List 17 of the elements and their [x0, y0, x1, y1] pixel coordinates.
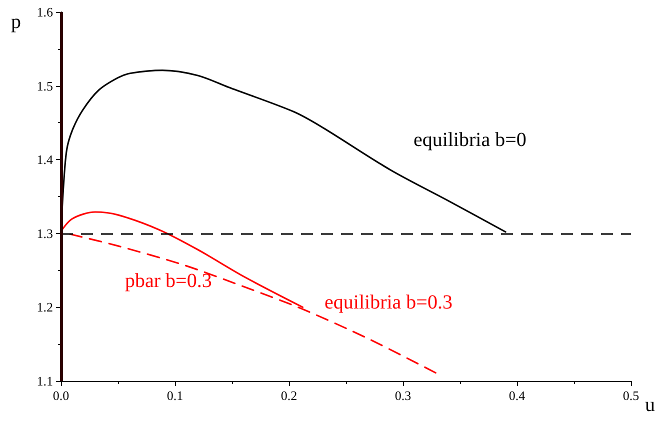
x-tick-label: 0.4	[508, 388, 526, 403]
y-tick-label: 1.2	[36, 300, 53, 315]
y-tick-label: 1.1	[36, 374, 53, 388]
y-tick-label: 1.3	[36, 226, 53, 241]
x-tick-label: 0.0	[52, 388, 70, 403]
series-label: pbar b=0.3	[124, 270, 212, 292]
x-tick-label: 0.5	[622, 388, 640, 403]
y-tick-label: 1.4	[36, 152, 54, 168]
x-tick-label: 0.2	[280, 388, 298, 403]
x-axis-title: u	[645, 394, 655, 416]
series-label: equilibria b=0.3	[324, 292, 452, 314]
y-axis-title: p	[11, 11, 21, 33]
y-tick-label: 1.5	[36, 78, 53, 94]
series-label: equilibria b=0	[413, 128, 526, 151]
x-tick-label: 0.3	[394, 388, 412, 403]
y-tick-label: 1.6	[36, 4, 54, 20]
x-tick-label: 0.1	[166, 388, 184, 403]
